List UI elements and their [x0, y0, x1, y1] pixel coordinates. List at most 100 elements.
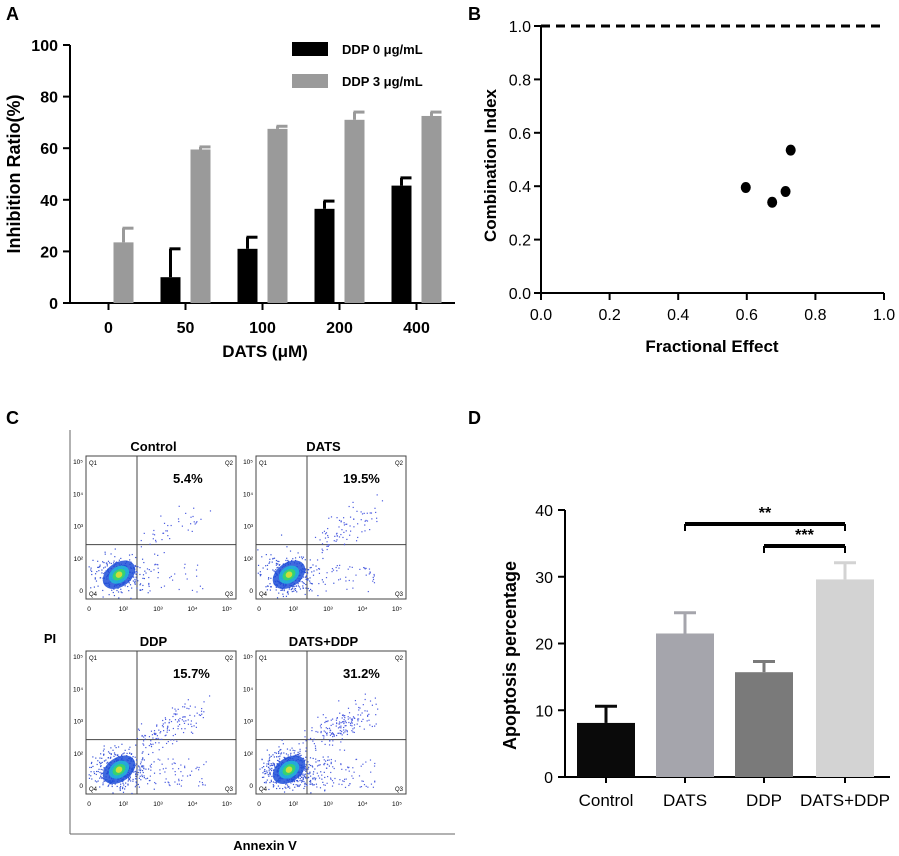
panel-c-event: [128, 582, 130, 584]
panel-c-event: [141, 775, 143, 778]
panel-c-event: [331, 732, 333, 735]
panel-c-event: [264, 768, 266, 771]
panel-c-event: [198, 714, 200, 716]
panel-c-event: [363, 728, 365, 730]
panel-c-y-tick-label: 10⁵: [73, 459, 83, 466]
panel-c-event: [336, 722, 338, 725]
panel-c-event: [324, 776, 326, 779]
panel-c-event: [278, 592, 280, 594]
panel-a-bar: [314, 208, 335, 303]
panel-c-event: [164, 781, 166, 783]
panel-c-event: [129, 776, 131, 778]
panel-c-event: [116, 754, 119, 757]
panel-c-event: [307, 578, 309, 580]
panel-c-event: [327, 544, 329, 546]
panel-c-event: [135, 775, 137, 778]
panel-c-event: [292, 558, 294, 560]
panel-c-event: [311, 590, 313, 592]
panel-c-event: [102, 784, 104, 786]
panel-c-event: [201, 707, 203, 710]
panel-c-event: [356, 510, 358, 512]
panel-c-event: [305, 777, 307, 779]
panel-c-event: [192, 732, 194, 734]
panel-c-event: [321, 579, 323, 581]
panel-c-event: [122, 786, 124, 788]
panel-c-event: [299, 588, 302, 590]
panel-c-event: [335, 725, 337, 727]
panel-a-bar: [421, 115, 442, 303]
panel-c-event: [353, 727, 355, 729]
panel-c-event: [339, 749, 341, 751]
panel-c-event: [174, 714, 177, 716]
panel-c-event: [313, 784, 315, 786]
panel-c-event: [324, 784, 326, 786]
panel-c-event: [134, 756, 136, 758]
panel-d-y-tick-label: 0: [544, 770, 553, 787]
panel-c-event: [95, 757, 97, 759]
panel-c-event: [364, 567, 366, 569]
panel-c-event: [184, 716, 186, 718]
panel-c-event: [340, 722, 342, 724]
panel-c-event: [328, 544, 330, 546]
panel-a-y-tick-label: 40: [40, 193, 58, 210]
panel-c-event: [302, 757, 305, 760]
panel-c-event: [141, 765, 143, 767]
panel-c-event: [135, 782, 138, 784]
panel-c-event: [134, 786, 136, 788]
panel-c-event: [303, 774, 306, 776]
panel-c-event: [103, 767, 105, 769]
panel-c-event: [181, 779, 183, 782]
panel-c-event: [315, 777, 317, 779]
panel-c-event: [338, 519, 341, 522]
panel-c-event: [315, 565, 317, 567]
panel-c-event: [324, 790, 326, 792]
panel-c-event: [322, 781, 324, 783]
panel-c-event: [317, 775, 320, 777]
panel-c-event: [320, 730, 322, 733]
panel-c-event: [373, 582, 376, 584]
panel-c-event: [184, 563, 186, 565]
panel-c-event: [93, 772, 96, 775]
panel-c-event: [301, 780, 304, 782]
panel-c-event: [305, 740, 307, 742]
panel-c-event: [330, 724, 332, 727]
panel-c-event: [373, 575, 375, 577]
panel-c-event: [352, 777, 354, 779]
panel-c-event: [338, 721, 341, 723]
panel-c-event: [158, 742, 160, 744]
panel-c-event: [341, 768, 343, 770]
panel-c-event: [159, 732, 161, 734]
panel-c-event: [202, 716, 204, 719]
panel-c-event: [322, 557, 324, 560]
panel-c-event: [135, 763, 137, 765]
panel-c-event: [117, 587, 119, 589]
panel-c-event: [101, 777, 103, 780]
panel-c-event: [348, 766, 350, 768]
panel-c-event: [325, 732, 328, 735]
panel-c-event: [342, 780, 344, 782]
panel-c-event: [327, 759, 329, 761]
panel-c-event: [284, 786, 286, 788]
panel-c-event: [359, 725, 361, 728]
panel-c-event: [119, 787, 121, 789]
panel-c-event: [169, 784, 171, 787]
panel-a-x-tick-label: 100: [249, 320, 276, 337]
panel-c-event: [209, 510, 212, 512]
panel-c-event: [150, 769, 152, 771]
panel-c-event: [201, 713, 203, 715]
panel-b-x-tick-label: 0.0: [530, 307, 552, 324]
panel-c-event: [148, 576, 150, 579]
panel-c-event: [357, 536, 359, 539]
panel-c-event: [279, 563, 281, 566]
panel-c-event: [134, 580, 136, 582]
panel-c-event: [280, 752, 283, 754]
panel-b-x-axis-label: Fractional Effect: [645, 337, 779, 356]
panel-a-bar: [113, 242, 134, 303]
panel-c-event: [357, 523, 359, 525]
panel-c-event: [135, 771, 137, 773]
panel-c-event: [203, 763, 205, 766]
panel-b-y-tick-label: 0.6: [509, 126, 531, 143]
panel-c-event: [195, 726, 197, 728]
panel-c-x-tick-label: 10⁵: [392, 801, 402, 808]
panel-c-event: [202, 783, 204, 786]
